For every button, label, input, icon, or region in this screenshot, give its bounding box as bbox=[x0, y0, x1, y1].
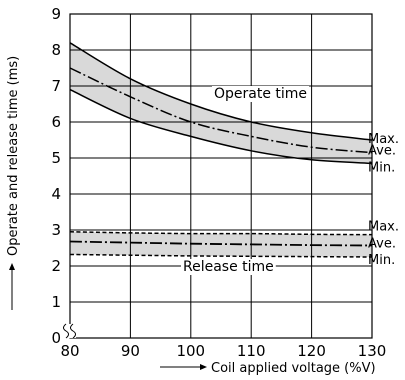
x-tick-label: 100 bbox=[176, 342, 205, 360]
annotation-backing bbox=[181, 259, 276, 275]
x-tick-label: 120 bbox=[297, 342, 326, 360]
y-tick-label: 7 bbox=[51, 77, 61, 95]
plot-frame bbox=[69, 13, 373, 339]
y-tick-label: 9 bbox=[51, 5, 61, 23]
grid-layer bbox=[69, 13, 373, 339]
release-max-line bbox=[69, 231, 373, 236]
release-min-line bbox=[69, 253, 373, 258]
band-layer bbox=[70, 42, 372, 257]
y-tick-label: 3 bbox=[51, 221, 61, 239]
y-tick-label: 1 bbox=[51, 293, 61, 311]
y-tick-label: 2 bbox=[51, 257, 61, 275]
series-layer bbox=[69, 42, 373, 258]
y-tick-label: 0 bbox=[51, 329, 61, 347]
operate-ave-line bbox=[69, 67, 373, 154]
operate-max-line bbox=[69, 42, 373, 141]
axis-break-mark bbox=[63, 323, 76, 339]
y-tick-label: 6 bbox=[51, 113, 61, 131]
operate-min-line bbox=[69, 88, 373, 165]
series-end-label: Max. bbox=[368, 132, 399, 147]
x-axis-arrowhead bbox=[200, 364, 207, 370]
series-end-label: Min. bbox=[368, 160, 395, 175]
tick-label-layer: 0 1 2 3 4 5 6 7 8 9 80 90 100 110 120 130 bbox=[51, 5, 386, 360]
y-tick-label: 5 bbox=[51, 149, 61, 167]
series-end-label: Ave. bbox=[368, 144, 396, 159]
x-tick-label: 80 bbox=[60, 342, 79, 360]
series-end-label: Min. bbox=[368, 253, 395, 268]
x-tick-label: 130 bbox=[358, 342, 387, 360]
y-axis-arrowhead bbox=[9, 263, 15, 270]
series-end-label: Max. bbox=[368, 220, 399, 235]
axis-break-mask bbox=[68, 324, 76, 338]
x-tick-label: 90 bbox=[121, 342, 140, 360]
annotation-backing bbox=[212, 86, 310, 102]
operate-band bbox=[70, 42, 372, 164]
y-tick-label: 4 bbox=[51, 185, 61, 203]
y-axis-label: Operate and release time (ms) bbox=[6, 56, 21, 256]
release-time-label: Release time bbox=[183, 259, 274, 275]
annotation-layer: Max.Ave.Min.Max.Ave.Min.Operate timeRele… bbox=[181, 86, 399, 275]
series-end-label: Ave. bbox=[368, 236, 396, 251]
x-axis-label: Coil applied voltage (%V) bbox=[211, 361, 376, 376]
release-ave-line bbox=[69, 240, 373, 247]
operate-time-label: Operate time bbox=[214, 86, 307, 102]
x-tick-label: 110 bbox=[237, 342, 266, 360]
y-tick-label: 8 bbox=[51, 41, 61, 59]
